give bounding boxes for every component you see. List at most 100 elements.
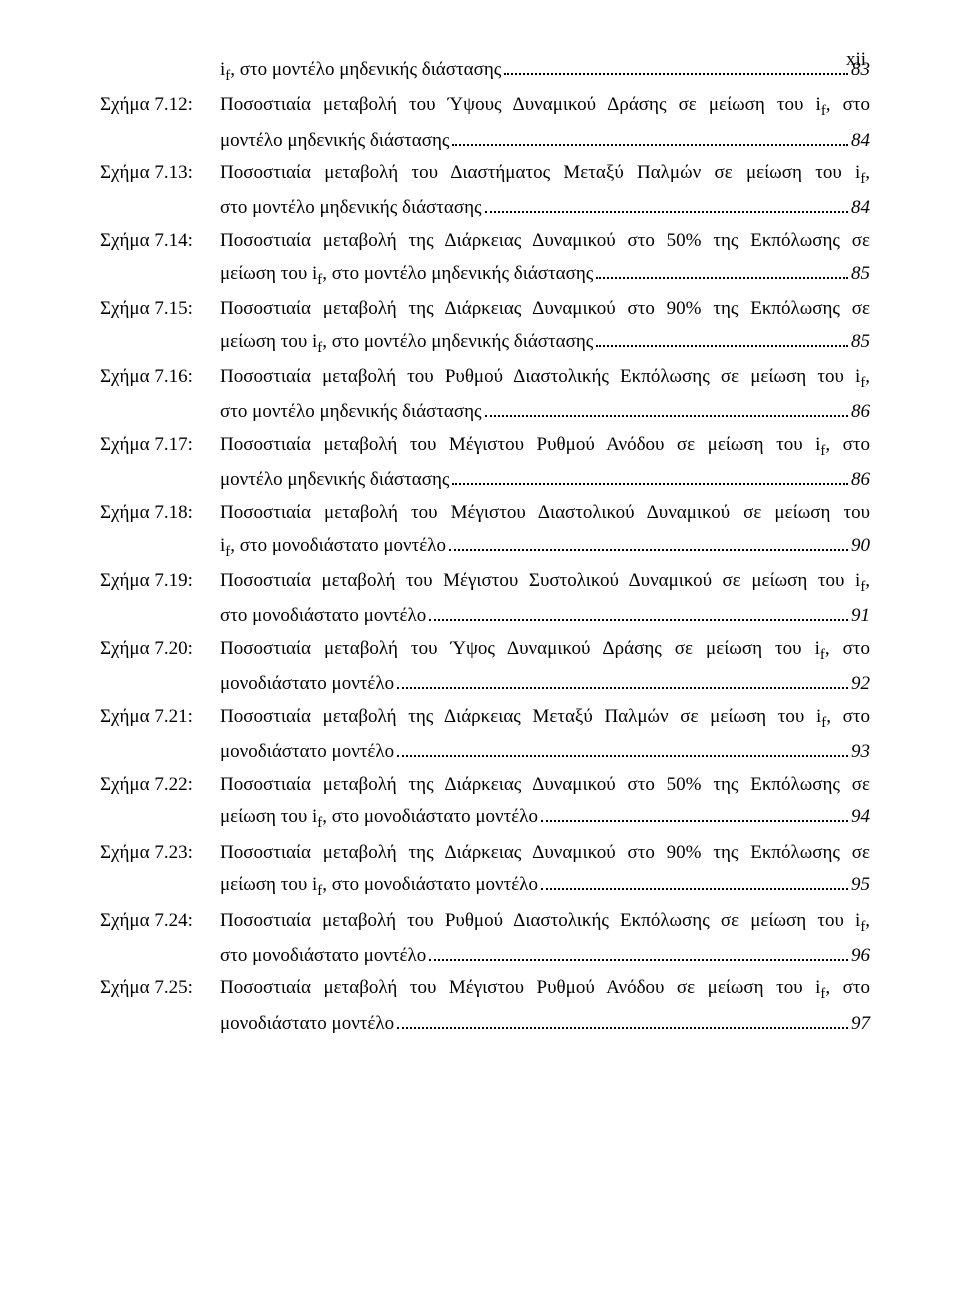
- leader-dots: [485, 194, 848, 213]
- toc-entry-tail-text: στο μονοδιάστατο μοντέλο: [220, 600, 426, 633]
- toc-entry-label: Σχήμα 7.25:: [100, 972, 220, 1005]
- toc-entry-text: Ποσοστιαία μεταβολή του Ρυθμού Διαστολικ…: [220, 905, 870, 940]
- toc-entry-label: Σχήμα 7.24:: [100, 905, 220, 938]
- toc-entry-text: Ποσοστιαία μεταβολή της Διάρκειας Δυναμι…: [220, 837, 870, 870]
- leader-dots: [397, 670, 848, 689]
- toc-entry-label: Σχήμα 7.19:: [100, 565, 220, 598]
- leader-dots: [449, 531, 848, 550]
- toc-entry-tail-text: στο μοντέλο μηδενικής διάστασης: [220, 396, 482, 429]
- toc-entry-tail: μείωση του if, στο μοντέλο μηδενικής διά…: [100, 258, 870, 293]
- toc-entry-line: Σχήμα 7.23:Ποσοστιαία μεταβολή της Διάρκ…: [100, 837, 870, 870]
- toc-entry-label: Σχήμα 7.15:: [100, 293, 220, 326]
- leader-dots: [541, 871, 848, 890]
- toc-entry-tail: στο μονοδιάστατο μοντέλο96: [100, 940, 870, 973]
- toc-entry-text: Ποσοστιαία μεταβολή της Διάρκειας Δυναμι…: [220, 769, 870, 802]
- toc-entry-text: Ποσοστιαία μεταβολή του Μέγιστου Συστολι…: [220, 565, 870, 600]
- toc-entry-line: Σχήμα 7.14:Ποσοστιαία μεταβολή της Διάρκ…: [100, 225, 870, 258]
- toc-entry-tail-text: μοντέλο μηδενικής διάστασης: [220, 125, 449, 158]
- toc-entry-line: Σχήμα 7.13:Ποσοστιαία μεταβολή του Διαστ…: [100, 157, 870, 192]
- toc-entry-tail-text: μείωση του if, στο μονοδιάστατο μοντέλο: [220, 869, 538, 904]
- toc-entry-tail-text: μονοδιάστατο μοντέλο: [220, 736, 394, 769]
- toc-entry-label: Σχήμα 7.18:: [100, 497, 220, 530]
- leader-dots: [429, 942, 848, 961]
- page-number: xii: [846, 44, 866, 77]
- toc-entry-label: Σχήμα 7.12:: [100, 89, 220, 122]
- toc-entry-line: Σχήμα 7.21:Ποσοστιαία μεταβολή της Διάρκ…: [100, 701, 870, 736]
- leader-dots: [452, 466, 848, 485]
- toc-entry-tail-text: στο μοντέλο μηδενικής διάστασης: [220, 192, 482, 225]
- toc-entry-line: Σχήμα 7.20:Ποσοστιαία μεταβολή του Ύψος …: [100, 633, 870, 668]
- leader-dots: [596, 328, 848, 347]
- toc-entry-label: Σχήμα 7.17:: [100, 429, 220, 462]
- toc-entry-label: Σχήμα 7.16:: [100, 361, 220, 394]
- toc-entry-text: Ποσοστιαία μεταβολή του Μέγιστου Διαστολ…: [220, 497, 870, 530]
- page: xii if, στο μοντέλο μηδενικής διάστασης8…: [0, 0, 960, 1314]
- toc-entry-tail-text: if, στο μονοδιάστατο μοντέλο: [220, 530, 446, 565]
- toc-entry-tail: μείωση του if, στο μονοδιάστατο μοντέλο 9…: [100, 801, 870, 836]
- toc-entry-label: Σχήμα 7.21:: [100, 701, 220, 734]
- toc-entry-tail: μονοδιάστατο μοντέλο 93: [100, 736, 870, 769]
- toc-entry-tail: μοντέλο μηδενικής διάστασης 84: [100, 125, 870, 158]
- toc-entry-page: 84: [851, 125, 870, 158]
- toc-entry-tail: στο μοντέλο μηδενικής διάστασης86: [100, 396, 870, 429]
- toc-entry-page: 94: [851, 801, 870, 834]
- toc-entry-page: 85: [851, 326, 870, 359]
- toc-entry-text: Ποσοστιαία μεταβολή του Διαστήματος Μετα…: [220, 157, 870, 192]
- toc-entry-line: Σχήμα 7.18:Ποσοστιαία μεταβολή του Μέγισ…: [100, 497, 870, 530]
- toc-entry-page: 91: [851, 600, 870, 633]
- toc-entry-line: Σχήμα 7.25:Ποσοστιαία μεταβολή του Μέγισ…: [100, 972, 870, 1007]
- toc-entry-tail: στο μοντέλο μηδενικής διάστασης 84: [100, 192, 870, 225]
- toc-entry-line: Σχήμα 7.17:Ποσοστιαία μεταβολή του Μέγισ…: [100, 429, 870, 464]
- toc-entry-tail: if, στο μοντέλο μηδενικής διάστασης83: [100, 54, 870, 89]
- toc-entry-page: 84: [851, 192, 870, 225]
- toc-entry-line: Σχήμα 7.19:Ποσοστιαία μεταβολή του Μέγισ…: [100, 565, 870, 600]
- toc-entry-page: 86: [851, 464, 870, 497]
- leader-dots: [397, 738, 848, 757]
- toc-entry-page: 85: [851, 258, 870, 291]
- toc-entry-tail-text: μείωση του if, στο μοντέλο μηδενικής διά…: [220, 326, 593, 361]
- leader-dots: [485, 398, 848, 417]
- toc-entry-label: Σχήμα 7.22:: [100, 769, 220, 802]
- toc-entry-line: Σχήμα 7.24:Ποσοστιαία μεταβολή του Ρυθμο…: [100, 905, 870, 940]
- toc-entry-tail: στο μονοδιάστατο μοντέλο 91: [100, 600, 870, 633]
- leader-dots: [452, 126, 848, 145]
- toc-entry-tail: μείωση του if, στο μοντέλο μηδενικής διά…: [100, 326, 870, 361]
- toc-entry-line: Σχήμα 7.15:Ποσοστιαία μεταβολή της Διάρκ…: [100, 293, 870, 326]
- toc-entry-text: Ποσοστιαία μεταβολή του Ύψους Δυναμικού …: [220, 89, 870, 124]
- toc-entry-tail-text: if, στο μοντέλο μηδενικής διάστασης: [220, 54, 501, 89]
- toc-entry-text: Ποσοστιαία μεταβολή του Μέγιστου Ρυθμού …: [220, 429, 870, 464]
- toc-entry-page: 90: [851, 530, 870, 563]
- toc-entry-text: Ποσοστιαία μεταβολή της Διάρκειας Δυναμι…: [220, 225, 870, 258]
- toc-entry-tail-text: μονοδιάστατο μοντέλο: [220, 668, 394, 701]
- toc-entry-tail-text: μοντέλο μηδενικής διάστασης: [220, 464, 449, 497]
- leader-dots: [541, 803, 848, 822]
- toc-entry-label: Σχήμα 7.20:: [100, 633, 220, 666]
- leader-dots: [429, 602, 848, 621]
- toc-entry-line: Σχήμα 7.16:Ποσοστιαία μεταβολή του Ρυθμο…: [100, 361, 870, 396]
- toc-entry-tail: if, στο μονοδιάστατο μοντέλο 90: [100, 530, 870, 565]
- leader-dots: [596, 260, 848, 279]
- leader-dots: [397, 1010, 848, 1029]
- leader-dots: [504, 56, 848, 75]
- toc-entry-line: Σχήμα 7.12:Ποσοστιαία μεταβολή του Ύψους…: [100, 89, 870, 124]
- toc-entry-page: 96: [851, 940, 870, 973]
- table-of-figures: if, στο μοντέλο μηδενικής διάστασης83Σχή…: [100, 54, 870, 1040]
- toc-entry-label: Σχήμα 7.23:: [100, 837, 220, 870]
- toc-entry-page: 93: [851, 736, 870, 769]
- toc-entry-tail-text: μείωση του if, στο μονοδιάστατο μοντέλο: [220, 801, 538, 836]
- toc-entry-tail: μονοδιάστατο μοντέλο 92: [100, 668, 870, 701]
- toc-entry-text: Ποσοστιαία μεταβολή του Μέγιστου Ρυθμού …: [220, 972, 870, 1007]
- toc-entry-tail-text: μείωση του if, στο μοντέλο μηδενικής διά…: [220, 258, 593, 293]
- toc-entry-tail: μονοδιάστατο μοντέλο 97: [100, 1008, 870, 1041]
- toc-entry-label: Σχήμα 7.13:: [100, 157, 220, 190]
- toc-entry-text: Ποσοστιαία μεταβολή του Ρυθμού Διαστολικ…: [220, 361, 870, 396]
- toc-entry-tail-text: μονοδιάστατο μοντέλο: [220, 1008, 394, 1041]
- toc-entry-tail: μοντέλο μηδενικής διάστασης 86: [100, 464, 870, 497]
- toc-entry-text: Ποσοστιαία μεταβολή της Διάρκειας Μεταξύ…: [220, 701, 870, 736]
- toc-entry-text: Ποσοστιαία μεταβολή του Ύψος Δυναμικού Δ…: [220, 633, 870, 668]
- toc-entry-text: Ποσοστιαία μεταβολή της Διάρκειας Δυναμι…: [220, 293, 870, 326]
- toc-entry-page: 92: [851, 668, 870, 701]
- toc-entry-page: 97: [851, 1008, 870, 1041]
- toc-entry-line: Σχήμα 7.22:Ποσοστιαία μεταβολή της Διάρκ…: [100, 769, 870, 802]
- toc-entry-label: Σχήμα 7.14:: [100, 225, 220, 258]
